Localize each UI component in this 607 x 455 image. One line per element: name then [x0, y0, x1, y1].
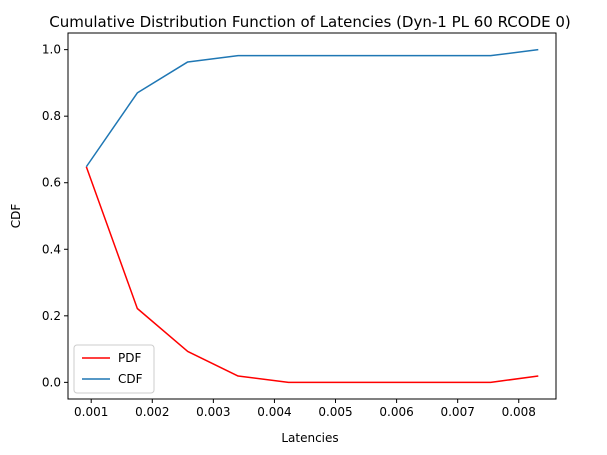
- legend-box: [73, 344, 155, 394]
- legend: PDF CDF: [73, 344, 155, 394]
- chart-title: Cumulative Distribution Function of Late…: [49, 13, 571, 31]
- series-line-cdf: [85, 48, 539, 168]
- x-tick-label: 0.003: [196, 405, 230, 419]
- plot-lines: [85, 48, 539, 384]
- x-tick-label: 0.002: [135, 405, 169, 419]
- y-tick-label: 0.2: [42, 309, 61, 323]
- x-tick-label: 0.006: [379, 405, 413, 419]
- y-axis-label: CDF: [9, 204, 23, 229]
- x-tick-label: 0.001: [74, 405, 108, 419]
- y-tick-label: 0.0: [42, 375, 61, 389]
- legend-label-pdf: PDF: [118, 351, 141, 365]
- plot-frame: [67, 32, 557, 400]
- y-axis: 0.0 0.2 0.4 0.6 0.8 1.0: [42, 43, 68, 389]
- x-axis-label: Latencies: [281, 431, 338, 445]
- y-tick-label: 0.6: [42, 176, 61, 190]
- x-tick-label: 0.007: [440, 405, 474, 419]
- x-tick-label: 0.008: [502, 405, 536, 419]
- y-tick-label: 1.0: [42, 43, 61, 57]
- y-tick-label: 0.8: [42, 109, 61, 123]
- x-axis: 0.001 0.002 0.003 0.004 0.005 0.006 0.007 0.008: [74, 399, 536, 419]
- y-tick-label: 0.4: [42, 242, 61, 256]
- x-tick-label: 0.005: [318, 405, 352, 419]
- legend-label-cdf: CDF: [118, 372, 143, 386]
- series-line-pdf: [85, 166, 539, 384]
- x-tick-label: 0.004: [257, 405, 291, 419]
